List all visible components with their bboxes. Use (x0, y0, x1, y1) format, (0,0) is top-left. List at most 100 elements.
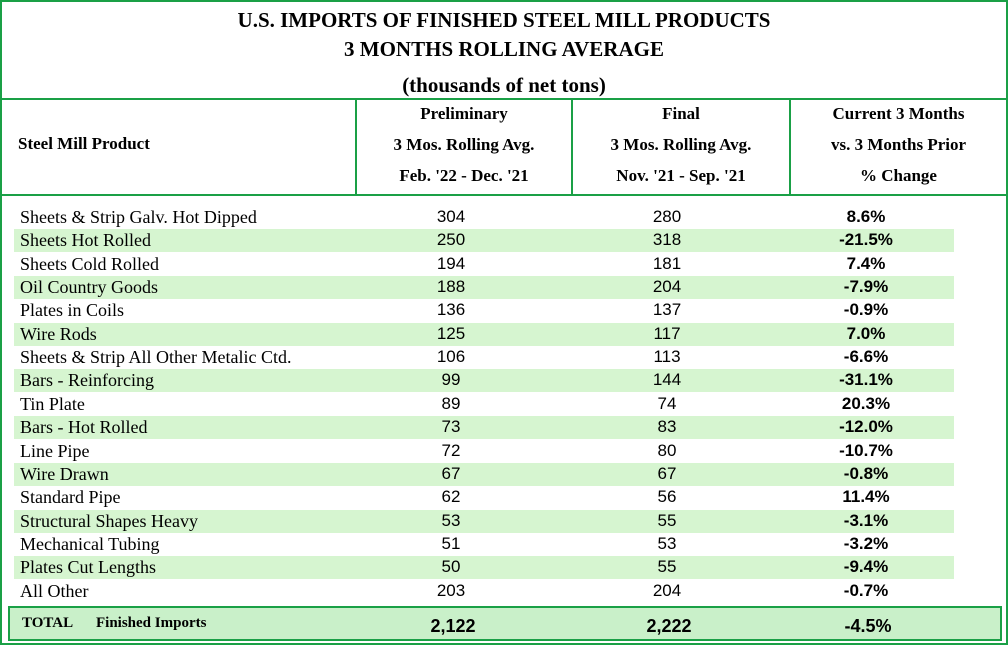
cell-value: 51 (441, 533, 461, 553)
column-header: Final (662, 104, 700, 123)
cell-value: -7.9% (843, 277, 889, 297)
product-name: Structural Shapes Heavy (20, 510, 198, 531)
divider (355, 98, 357, 196)
cell-value: 318 (652, 230, 682, 250)
cell-value: 203 (436, 580, 466, 600)
cell-value: 8.6% (846, 207, 886, 226)
table-row: Sheets Cold Rolled 194 181 7.4% (14, 253, 954, 276)
cell-value: 125 (436, 323, 466, 343)
product-name: Sheets Cold Rolled (20, 253, 159, 274)
cell-value: 62 (441, 487, 461, 507)
table-row: Wire Drawn 67 67 -0.8% (14, 462, 954, 486)
total-label: Finished Imports (96, 615, 207, 631)
cell-value: 280 (652, 207, 682, 226)
cell-value: 73 (441, 417, 461, 437)
cell-value: -12.0% (839, 417, 893, 437)
title-line: (thousands of net tons) (402, 73, 606, 97)
cell-value: 80 (657, 440, 677, 460)
cell-value: 194 (436, 253, 466, 273)
table-row: Mechanical Tubing 51 53 -3.2% (14, 533, 954, 556)
cell-value: 99 (441, 370, 461, 390)
cell-value: 11.4% (842, 487, 890, 507)
cell-value: 53 (657, 533, 677, 553)
cell-value: 204 (652, 580, 682, 600)
product-name: All Other (20, 580, 89, 601)
product-name: Bars - Hot Rolled (20, 417, 148, 438)
total-label: TOTAL (22, 615, 74, 631)
table-row: Plates in Coils 136 137 -0.9% (14, 299, 954, 322)
cell-value: 72 (441, 440, 461, 460)
cell-value: 144 (652, 370, 682, 390)
title-line: U.S. IMPORTS OF FINISHED STEEL MILL PROD… (237, 8, 771, 32)
column-header: vs. 3 Months Prior (830, 135, 967, 154)
column-header: % Change (860, 166, 937, 185)
cell-value: -31.1% (839, 370, 893, 390)
cell-value: 55 (657, 510, 677, 530)
cell-value: 7.0% (846, 323, 886, 343)
cell-value: 20.3% (841, 393, 891, 413)
table-row: Oil Country Goods 188 204 -7.9% (14, 276, 954, 300)
cell-value: 188 (436, 277, 466, 297)
cell-value: -0.9% (843, 300, 889, 320)
table-row: Tin Plate 89 74 20.3% (14, 393, 954, 416)
cell-value: 113 (653, 347, 681, 367)
title-line: 3 MONTHS ROLLING AVERAGE (344, 37, 664, 61)
table-row: Line Pipe 72 80 -10.7% (14, 440, 954, 463)
total-value: 2,222 (646, 616, 692, 636)
total-value: 2,122 (430, 616, 476, 636)
column-header: Steel Mill Product (18, 134, 150, 153)
total-value: -4.5% (844, 616, 892, 636)
divider (571, 98, 573, 196)
product-name: Standard Pipe (20, 487, 121, 508)
product-name: Tin Plate (20, 393, 85, 414)
column-header: Current 3 Months (832, 104, 965, 123)
cell-value: 304 (436, 207, 466, 226)
cell-value: -10.7% (839, 440, 893, 460)
cell-value: -3.2% (843, 533, 889, 553)
cell-value: 74 (657, 393, 677, 413)
cell-value: 53 (441, 510, 461, 530)
product-name: Line Pipe (20, 440, 90, 461)
product-name: Sheets Hot Rolled (20, 230, 151, 251)
product-name: Wire Drawn (20, 463, 109, 484)
column-header: Nov. '21 - Sep. '21 (616, 166, 746, 185)
table-row: Plates Cut Lengths 50 55 -9.4% (14, 556, 954, 580)
cell-value: 67 (657, 463, 677, 483)
table-row: Sheets & Strip Galv. Hot Dipped 304 280 8.6… (14, 206, 954, 229)
cell-value: 136 (436, 300, 466, 320)
cell-value: -0.7% (843, 580, 889, 600)
table-row: Standard Pipe 62 56 11.4% (14, 486, 954, 509)
cell-value: 67 (441, 463, 461, 483)
product-name: Plates Cut Lengths (20, 557, 156, 578)
cell-value: 7.4% (846, 253, 886, 273)
table-row: Wire Rods 125 117 7.0% (14, 322, 954, 346)
cell-value: -6.6% (843, 347, 889, 367)
column-header: Feb. '22 - Dec. '21 (399, 166, 529, 185)
cell-value: 137 (652, 300, 682, 320)
cell-value: 204 (652, 277, 682, 297)
cell-value: -0.8% (843, 463, 889, 483)
cell-value: 89 (441, 393, 461, 413)
cell-value: 55 (657, 557, 677, 577)
product-name: Bars - Reinforcing (20, 370, 154, 391)
table-row: Sheets & Strip All Other Metalic Ctd. 106… (14, 346, 954, 369)
divider (789, 98, 791, 196)
cell-value: -9.4% (843, 557, 889, 577)
divider (2, 194, 1006, 196)
cell-value: -21.5% (839, 230, 893, 250)
table-row: Bars - Reinforcing 99 144 -31.1% (14, 369, 954, 393)
table-row: Bars - Hot Rolled 73 83 -12.0% (14, 416, 954, 440)
product-name: Mechanical Tubing (20, 533, 160, 554)
cell-value: 83 (657, 417, 677, 437)
divider (2, 98, 1006, 100)
total-row: TOTAL Finished Imports 2,122 2,222 -4.5% (8, 606, 1002, 641)
product-name: Wire Rods (20, 323, 97, 344)
table-row: Structural Shapes Heavy 53 55 -3.1% (14, 509, 954, 533)
table-row: Sheets Hot Rolled 250 318 -21.5% (14, 229, 954, 253)
cell-value: 56 (657, 487, 677, 507)
cell-value: 106 (436, 347, 466, 367)
cell-value: -3.1% (843, 510, 889, 530)
cell-value: 50 (441, 557, 461, 577)
cell-value: 181 (652, 253, 682, 273)
product-name: Plates in Coils (20, 300, 125, 321)
